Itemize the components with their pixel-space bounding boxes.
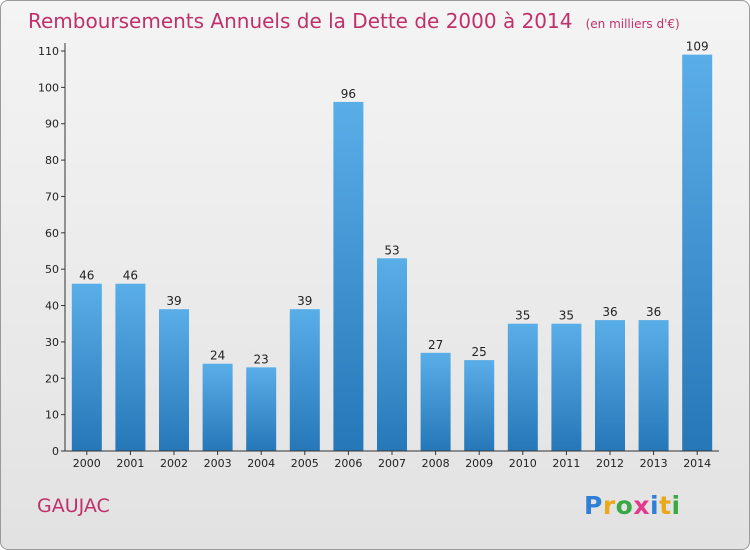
logo-letter: o <box>615 491 634 520</box>
bar-value-label: 25 <box>472 345 487 359</box>
bar <box>333 101 364 451</box>
x-tick-label: 2011 <box>552 457 580 470</box>
logo-letter: r <box>602 491 616 520</box>
bar <box>115 283 146 451</box>
y-tick-label: 70 <box>45 190 59 203</box>
bar <box>595 320 625 451</box>
bar <box>507 323 538 451</box>
bar <box>464 360 495 451</box>
y-tick-label: 90 <box>45 118 59 131</box>
x-tick-label: 2009 <box>465 457 493 470</box>
y-tick-label: 100 <box>38 81 59 94</box>
x-tick-label: 2008 <box>422 457 450 470</box>
bar <box>159 309 189 451</box>
y-tick-label: 50 <box>45 263 59 276</box>
y-tick-label: 20 <box>45 372 59 385</box>
x-tick-label: 2004 <box>247 457 275 470</box>
bar <box>377 258 407 451</box>
x-tick-label: 2006 <box>334 457 362 470</box>
logo-letter: i <box>671 491 681 520</box>
y-tick-label: 40 <box>45 300 59 313</box>
x-tick-label: 2014 <box>683 457 711 470</box>
x-tick-label: 2005 <box>291 457 319 470</box>
chart-unit: (en milliers d'€) <box>585 17 680 31</box>
bar <box>246 367 277 451</box>
bar <box>638 320 669 451</box>
bar-value-label: 27 <box>428 338 443 352</box>
proxiti-logo: Proxiti <box>584 491 681 520</box>
bar <box>289 309 320 451</box>
bar-value-label: 23 <box>254 352 269 366</box>
bar-value-label: 24 <box>210 349 225 363</box>
y-tick-label: 10 <box>45 409 59 422</box>
logo-letter: t <box>659 491 672 520</box>
x-tick-label: 2010 <box>509 457 537 470</box>
x-tick-label: 2003 <box>204 457 232 470</box>
city-name: GAUJAC <box>37 495 110 517</box>
logo-letter: P <box>584 491 603 520</box>
x-tick-label: 2000 <box>73 457 101 470</box>
bar-value-label: 109 <box>686 40 709 54</box>
bar-value-label: 96 <box>341 87 356 101</box>
bar <box>420 352 451 451</box>
bar <box>682 54 713 452</box>
y-tick-label: 60 <box>45 227 59 240</box>
x-tick-label: 2002 <box>160 457 188 470</box>
bar <box>71 283 102 451</box>
bar <box>202 363 233 451</box>
y-tick-label: 0 <box>52 445 59 458</box>
bar-value-label: 39 <box>297 294 312 308</box>
x-tick-label: 2013 <box>640 457 668 470</box>
x-tick-label: 2012 <box>596 457 624 470</box>
bar <box>551 323 582 451</box>
bar-value-label: 35 <box>559 309 574 323</box>
y-tick-label: 30 <box>45 336 59 349</box>
chart-title: Remboursements Annuels de la Dette de 20… <box>28 9 680 33</box>
bar-value-label: 53 <box>384 243 399 257</box>
bar-value-label: 36 <box>646 305 661 319</box>
bar-value-label: 36 <box>602 305 617 319</box>
bar-value-label: 46 <box>79 269 94 283</box>
logo-letter: x <box>633 491 650 520</box>
bar-value-label: 39 <box>166 294 181 308</box>
y-tick-label: 80 <box>45 154 59 167</box>
bar-value-label: 46 <box>123 269 138 283</box>
y-tick-label: 110 <box>38 45 59 58</box>
x-tick-label: 2007 <box>378 457 406 470</box>
chart-title-text: Remboursements Annuels de la Dette de 20… <box>28 9 573 33</box>
x-tick-label: 2001 <box>116 457 144 470</box>
bar-value-label: 35 <box>515 309 530 323</box>
logo-letter: i <box>650 491 660 520</box>
